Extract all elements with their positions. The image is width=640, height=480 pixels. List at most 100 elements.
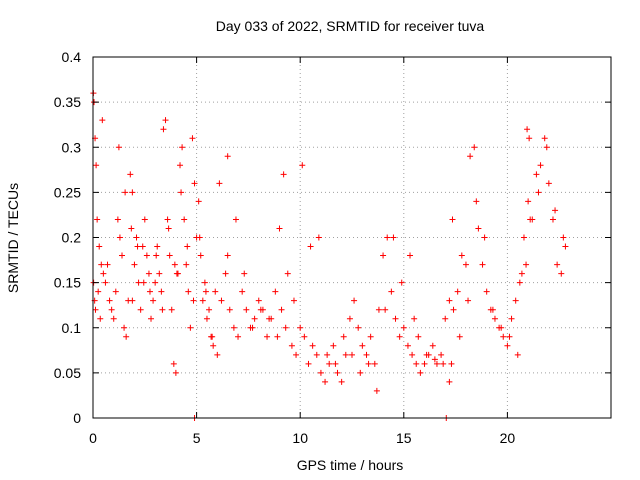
data-point [456,333,463,340]
data-point [554,261,561,268]
data-point [106,297,113,304]
data-point [232,216,239,223]
data-point [185,288,192,295]
data-point [276,225,283,232]
data-point [222,270,229,277]
data-point [525,198,532,205]
data-point [351,297,358,304]
data-point [209,333,216,340]
data-point [552,207,559,214]
data-point [413,360,420,367]
data-point [116,234,123,241]
data-point [178,189,185,196]
data-point [388,288,395,295]
data-point [249,324,256,331]
data-point [357,369,364,376]
data-point [145,270,152,277]
data-point [216,180,223,187]
data-point [187,324,194,331]
data-point [104,261,111,268]
data-point [199,297,206,304]
data-point [201,279,208,286]
data-point [526,135,533,142]
data-point [146,288,153,295]
data-point [562,243,569,250]
data-point [380,252,387,259]
data-point [409,351,416,358]
data-point [390,234,397,241]
data-point [411,315,418,322]
data-point [442,315,449,322]
data-point [123,333,130,340]
data-point [257,306,264,313]
data-point [359,342,366,349]
data-point [97,315,104,322]
data-point [508,315,515,322]
data-point [322,378,329,385]
data-point [235,333,242,340]
data-point [119,252,126,259]
data-point [349,351,355,358]
data-point [307,243,314,250]
data-point [280,171,287,178]
data-point [524,126,531,133]
data-point [446,378,453,385]
data-point [214,351,221,358]
data-point [558,270,565,277]
data-point [309,342,316,349]
data-point [541,135,548,142]
data-point [527,216,534,223]
data-point [140,279,147,286]
data-point [158,288,165,295]
y-tick-label: 0.3 [62,139,82,155]
data-point [332,360,339,367]
data-point [355,324,362,331]
data-point [218,297,225,304]
data-point [112,288,119,295]
data-point [202,288,209,295]
data-point [108,306,115,313]
data-point [313,351,320,358]
data-point [159,306,166,313]
data-point [475,225,482,232]
data-point [251,315,258,322]
data-point [224,153,231,160]
data-point [197,252,204,259]
data-point [398,279,405,286]
data-point [489,306,496,313]
data-point [448,360,455,367]
data-point [255,297,262,304]
data-point [417,369,424,376]
data-point [458,252,465,259]
data-point [365,360,372,367]
data-point [100,270,107,277]
data-point [196,234,203,241]
data-point [473,198,480,205]
data-point [131,261,138,268]
data-point [166,252,173,259]
data-point [95,288,102,295]
data-point [114,216,121,223]
data-point [373,387,380,394]
data-point [545,180,552,187]
data-point [382,306,389,313]
data-point [431,356,438,363]
data-point [288,342,295,349]
data-point [184,243,191,250]
data-point [154,243,161,250]
x-tick-label: 5 [193,430,201,446]
data-point [152,279,159,286]
y-tick-label: 0.4 [62,49,82,65]
data-point [560,234,567,241]
data-point [367,333,374,340]
data-point [301,333,308,340]
data-point [330,342,337,349]
data-point [549,216,556,223]
data-point [121,324,128,331]
data-point [535,189,542,196]
data-point [500,333,507,340]
data-point [305,360,312,367]
data-point [189,135,196,142]
data-point [153,252,160,259]
data-point [99,117,106,124]
